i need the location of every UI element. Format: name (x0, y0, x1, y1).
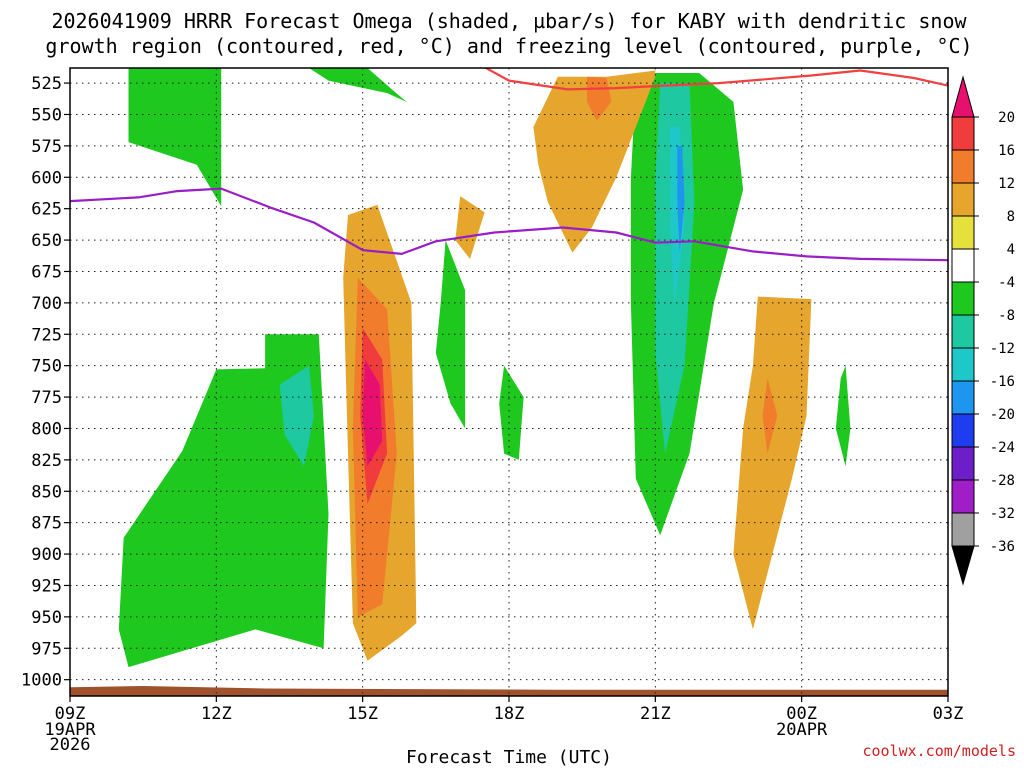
colorbar-label: -36 (990, 539, 1015, 555)
y-axis: 525 550 575 600 625 650 675 700 725 750 775 800 825 8… (21, 74, 70, 691)
colorbar-label: -4 (998, 275, 1015, 291)
omega-region-magenta-main (365, 378, 378, 441)
colorbar-swatch (951, 479, 975, 514)
x-tick-label: 09Z (55, 704, 86, 724)
y-tick-label: 675 (31, 262, 62, 282)
colorbar-swatch (951, 149, 975, 184)
y-tick-label: 775 (31, 388, 62, 408)
omega-region-yellow-small (455, 196, 485, 259)
x-tick-sublabel: 20APR (776, 720, 828, 740)
colorbar-label: 20 (998, 110, 1015, 126)
colorbar-swatch (951, 281, 975, 316)
y-tick-label: 575 (31, 137, 62, 157)
y-tick-label: 900 (31, 545, 62, 565)
y-tick-label: 850 (31, 482, 62, 502)
omega-region-yellow-upper-right (533, 70, 656, 253)
omega-region-green-upper-mid (309, 68, 407, 102)
colorbar-label: 16 (998, 143, 1015, 159)
colorbar-label: -32 (990, 506, 1015, 522)
x-tick-label: 18Z (494, 704, 525, 724)
y-tick-label: 725 (31, 325, 62, 345)
terrain-fill (70, 685, 948, 696)
x-tick-label: 00Z (786, 704, 817, 724)
x-tick-label: 21Z (640, 704, 671, 724)
y-tick-label: 550 (31, 105, 62, 125)
colorbar-swatch (951, 512, 975, 547)
y-tick-label: 750 (31, 357, 62, 377)
x-tick-sublabel: 2026 (50, 735, 91, 755)
colorbar-label: -24 (990, 440, 1015, 456)
omega-region-teal-left (279, 365, 314, 467)
y-tick-label: 625 (31, 200, 62, 220)
x-tick-sublabel: 19APR (44, 720, 96, 740)
x-tick-label: 15Z (347, 704, 378, 724)
colorbar-swatch (951, 380, 975, 415)
terrain-band (70, 685, 948, 696)
omega-region-green-far-right (835, 365, 851, 467)
omega-region-green-upper-left (128, 68, 222, 207)
y-tick-label: 525 (31, 74, 62, 94)
y-tick-label: 1000 (21, 671, 62, 691)
colorbar-label: 8 (1007, 209, 1015, 225)
y-tick-label: 700 (31, 294, 62, 314)
y-tick-label: 600 (31, 168, 62, 188)
y-tick-label: 925 (31, 576, 62, 596)
y-tick-label: 650 (31, 231, 62, 251)
omega-shading (118, 68, 851, 668)
omega-region-green-mid-right (435, 240, 466, 429)
colorbar-swatch (951, 446, 975, 481)
omega-region-yellow-lower-right (733, 296, 812, 630)
colorbar-top-arrow (951, 75, 975, 118)
colorbar-swatch (951, 248, 975, 283)
omega-region-green-mid-small (499, 365, 524, 460)
colorbar-label: -20 (990, 407, 1015, 423)
colorbar-swatch (951, 413, 975, 448)
chart-title-line-2: growth region (contoured, red, °C) and f… (45, 34, 972, 58)
colorbar-swatch (951, 182, 975, 217)
colorbar-label: -8 (998, 308, 1015, 324)
y-tick-label: 825 (31, 451, 62, 471)
y-tick-label: 800 (31, 419, 62, 439)
omega-region-blue-right (677, 145, 685, 253)
x-tick-label: 12Z (201, 704, 232, 724)
credit-text: coolwx.com/models (862, 742, 1016, 760)
freezing-level-contour (70, 187, 948, 262)
colorbar-label: -12 (990, 341, 1015, 357)
colorbar-swatch (951, 215, 975, 250)
colorbar-label: 4 (1007, 242, 1015, 258)
colorbar-bottom-arrow (951, 545, 975, 586)
colorbar-label: -16 (990, 374, 1015, 390)
y-tick-label: 950 (31, 608, 62, 628)
contour-lines (70, 68, 948, 262)
colorbar-swatch (951, 347, 975, 382)
y-tick-label: 875 (31, 514, 62, 534)
chart-title-line-1: 2026041909 HRRR Forecast Omega (shaded, … (51, 9, 967, 33)
colorbar-swatch (951, 314, 975, 349)
dendritic-growth-contour (483, 68, 948, 91)
x-tick-label: 03Z (933, 704, 964, 724)
colorbar-label: 12 (998, 176, 1015, 192)
colorbar-label: -28 (990, 473, 1015, 489)
x-axis-label: Forecast Time (UTC) (406, 747, 612, 768)
plot-grid (69, 68, 949, 696)
colorbar-swatch (951, 116, 975, 151)
y-tick-label: 975 (31, 639, 62, 659)
colorbar: 20 16 12 8 4 -4 -8 -12 -16 -20 -24 -28 -32 -36 (951, 75, 1015, 586)
omega-region-green-lower-left (118, 334, 329, 668)
